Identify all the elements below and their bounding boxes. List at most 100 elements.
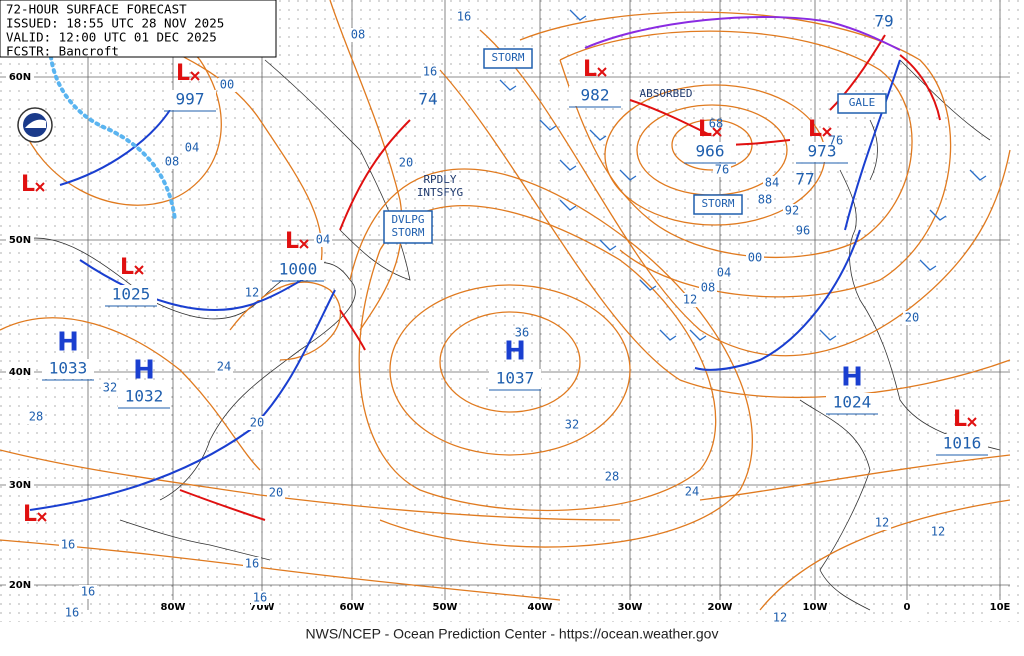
isobar-label: 00: [220, 78, 234, 92]
text-line: STORM: [491, 51, 524, 64]
center-symbol: H: [57, 328, 79, 358]
warning-box: [837, 93, 887, 114]
center-value-bg: [684, 142, 736, 162]
center-symbol: L: [176, 61, 190, 86]
isobar-label-bg: [713, 163, 731, 177]
center-value-bg: [118, 387, 170, 407]
isobar-label: 12: [683, 293, 697, 307]
lon-label-box: [893, 600, 921, 614]
isobar-label: 32: [565, 418, 579, 432]
lon-label: 30W: [618, 602, 643, 613]
isobar-label: 20: [905, 311, 919, 325]
isobar-label: 76: [715, 163, 729, 177]
isobar-label: 12: [875, 516, 889, 530]
text-line: STORM: [391, 226, 424, 239]
isobar-label-bg: [715, 266, 733, 280]
isobar-label: 04: [316, 233, 330, 247]
isobar-label: 04: [717, 266, 731, 280]
isobar-label-bg: [218, 78, 236, 92]
lon-label-box: [706, 600, 734, 614]
lon-label: 40W: [528, 602, 553, 613]
text-line: INTSFYG: [417, 186, 463, 199]
isobar-label-bg: [267, 486, 285, 500]
text-line: ABSORBED: [640, 87, 693, 100]
lon-label: 10W: [803, 602, 828, 613]
isobar-label-bg: [873, 516, 891, 530]
center-value-bg: [105, 285, 157, 305]
center-value: 1024: [833, 393, 872, 412]
isobar-label-bg: [683, 485, 701, 499]
warning-box: [383, 210, 433, 244]
text-line: GALE: [849, 96, 876, 109]
isobar-label: 08: [351, 28, 365, 42]
isobar-label-bg: [183, 141, 201, 155]
lat-label: 50N: [9, 235, 31, 246]
isobar-label-bg: [243, 557, 261, 571]
header-issued: ISSUED: 18:55 UTC 28 NOV 2025: [6, 16, 224, 31]
center-value: 966: [696, 142, 725, 161]
isobar-label-bg: [421, 65, 439, 79]
isobar-label: 20: [399, 156, 413, 170]
lon-label-box: [526, 600, 554, 614]
center-cross: [822, 127, 832, 137]
center-cross: [37, 512, 47, 522]
center-cross: [299, 239, 309, 249]
center-cross: [35, 182, 45, 192]
isobar-label-bg: [763, 176, 781, 190]
center-symbol: L: [808, 117, 822, 142]
isobar-label-bg: [163, 155, 181, 169]
center-cross: [597, 67, 607, 77]
header-forecaster: FCSTR: Bancroft: [6, 44, 119, 59]
lat-label: 20N: [9, 580, 31, 591]
forecast-value: 77: [795, 170, 814, 189]
lat-label: 40N: [9, 367, 31, 378]
isobar-label: 96: [796, 224, 810, 238]
coastlines: [19, 59, 1001, 611]
warning-box: [483, 48, 533, 69]
warning-label: STORM: [701, 197, 734, 210]
center-symbol: L: [21, 172, 35, 197]
isobar-label: 32: [103, 381, 117, 395]
center-value-bg: [826, 393, 878, 413]
isobar-label-bg: [63, 606, 81, 620]
lat-label-box: [6, 365, 34, 379]
lon-label: 70W: [250, 602, 275, 613]
warning-box: [693, 194, 743, 215]
center-symbol: H: [133, 356, 155, 386]
isobar-label: 24: [685, 485, 699, 499]
isobar-label-bg: [681, 293, 699, 307]
center-value: 1037: [496, 369, 535, 388]
fronts: [29, 16, 941, 521]
center-cross: [712, 127, 722, 137]
isobar-label-bg: [603, 470, 621, 484]
center-symbol: L: [953, 407, 967, 432]
isobar-label-bg: [248, 416, 266, 430]
isobar-label-bg: [243, 286, 261, 300]
isobar-label-bg: [349, 28, 367, 42]
center-value-bg: [164, 90, 216, 110]
isobar-label-bg: [79, 585, 97, 599]
center-symbol: L: [23, 502, 37, 527]
isobar-label-bg: [455, 10, 473, 24]
header-valid: VALID: 12:00 UTC 01 DEC 2025: [6, 30, 217, 45]
forecast-value: 79: [874, 12, 893, 31]
center-value-bg: [489, 369, 541, 389]
isobar-label-bg: [397, 156, 415, 170]
isobar-label: 24: [217, 360, 231, 374]
center-value: 982: [581, 86, 610, 105]
center-cross: [967, 417, 977, 427]
isobar-label: 16: [65, 606, 79, 620]
lon-label: 10E: [990, 602, 1011, 613]
isobar-label-bg: [699, 281, 717, 295]
lon-label-box: [616, 600, 644, 614]
warning-label: STORM: [491, 51, 524, 64]
isobar-label-bg: [903, 311, 921, 325]
header-box: [0, 0, 277, 58]
center-value: 1000: [279, 260, 318, 279]
lon-label-box: [986, 600, 1014, 614]
isobar-label-bg: [746, 251, 764, 265]
header-title: 72-HOUR SURFACE FORECAST: [6, 2, 187, 17]
center-value: 1016: [943, 434, 982, 453]
center-value: 1033: [49, 359, 88, 378]
